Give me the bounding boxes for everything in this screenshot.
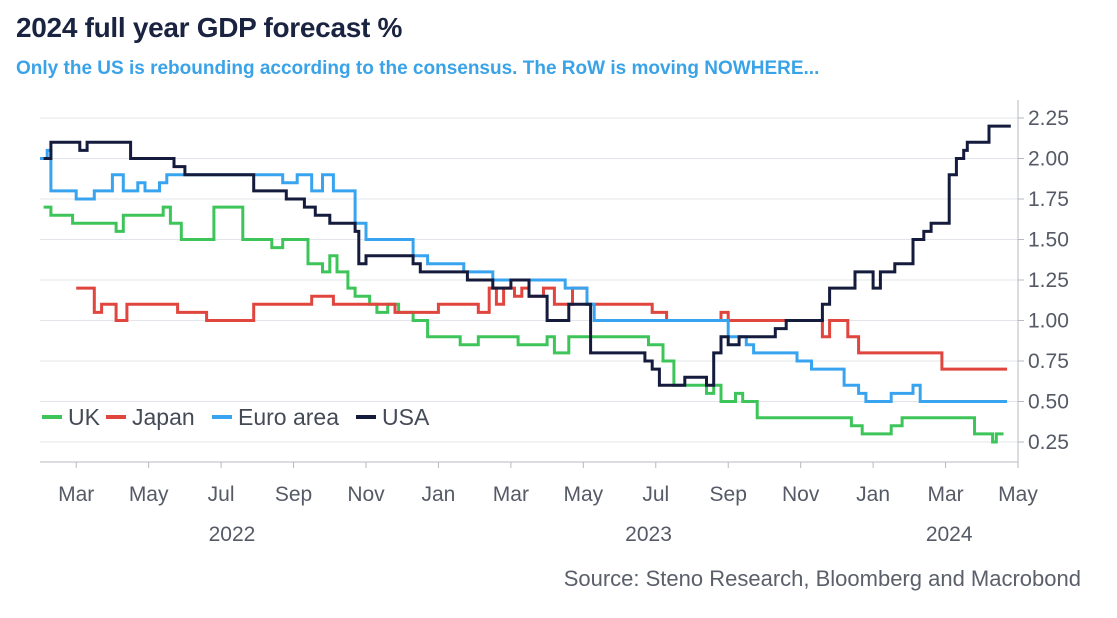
x-tick-label: Jan [856,483,890,506]
x-tick-label: May [563,483,603,506]
series-line-uk [43,205,1004,444]
x-tick-label: Jan [422,483,456,506]
y-tick-label: 1.50 [1028,229,1069,252]
x-tick-label: Sep [275,483,312,506]
axes: 0.25 0.50 0.75 1.00 1.25 1.50 1.75 2.00 2.25 Mar M… [40,100,1069,546]
series-line-euro-area [40,148,1008,403]
source-note: Source: Steno Research, Bloomberg and Ma… [563,566,1081,591]
y-tick-label: 2.25 [1028,107,1069,130]
legend-label-uk: UK [68,404,101,430]
series-line-usa [43,124,1011,387]
x-year-label: 2024 [926,523,973,546]
series-group [40,124,1011,444]
chart-subtitle: Only the US is rebounding according to t… [16,58,820,79]
x-tick-label: May [998,483,1038,506]
x-tick-label: Sep [710,483,747,506]
y-tick-label: 1.75 [1028,188,1069,211]
x-year-label: 2022 [209,523,256,546]
y-tick-label: 2.00 [1028,148,1069,171]
legend-label-euro-area: Euro area [238,404,339,430]
legend-label-usa: USA [382,404,430,430]
y-tick-label: 0.75 [1028,350,1069,373]
x-tick-label: Mar [493,483,529,506]
x-year-label: 2023 [625,523,672,546]
y-tick-label: 0.50 [1028,391,1069,414]
x-tick-label: May [129,483,169,506]
x-tick-label: Mar [58,483,94,506]
x-tick-label: Mar [927,483,963,506]
x-tick-label: Jul [208,483,235,506]
x-tick-label: Jul [642,483,669,506]
series-line-japan [76,286,1008,371]
y-tick-label: 1.00 [1028,310,1069,333]
x-tick-label: Nov [347,483,385,506]
legend: UK Japan Euro area USA [42,404,430,430]
y-tick-label: 1.25 [1028,269,1069,292]
y-tick-label: 0.25 [1028,431,1069,454]
x-tick-label: Nov [782,483,820,506]
chart-title: 2024 full year GDP forecast % [16,12,403,43]
legend-label-japan: Japan [132,404,195,430]
